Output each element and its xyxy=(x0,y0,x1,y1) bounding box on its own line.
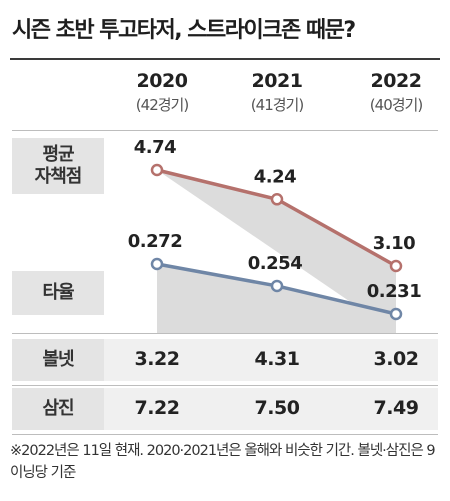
year-header-2020: 2020 (42경기) xyxy=(107,70,217,115)
row-label-strikeouts: 삼진 xyxy=(12,388,104,430)
year-label: 2020 xyxy=(136,70,188,92)
batting-avg-point-2020 xyxy=(150,257,164,271)
batting-avg-label-2022: 0.231 xyxy=(367,281,421,302)
row-label-era: 평균 자책점 xyxy=(12,138,104,194)
games-label: (42경기) xyxy=(135,96,189,114)
era-point-2021 xyxy=(270,193,284,206)
batting-avg-point-2021 xyxy=(270,279,284,293)
year-label: 2022 xyxy=(370,70,422,92)
title-divider xyxy=(10,58,440,60)
row-label-batting-avg: 타율 xyxy=(12,271,104,315)
chart-title: 시즌 초반 투고타저, 스트라이크존 때문? xyxy=(12,18,356,43)
batting-avg-label-2020: 0.272 xyxy=(128,231,182,252)
row-label-line: 자책점 xyxy=(34,166,83,187)
header-divider xyxy=(12,130,438,131)
batting-avg-label-2021: 0.254 xyxy=(248,253,302,274)
row-label-walks: 볼넷 xyxy=(12,339,104,381)
year-header-2022: 2022 (40경기) xyxy=(341,70,450,115)
footnote: ※2022년은 11일 현재. 2020·2021년은 올해와 비슷한 기간. … xyxy=(10,443,436,481)
walks-value-2021: 4.31 xyxy=(254,348,300,370)
era-point-2022 xyxy=(389,259,403,273)
row-label-line: 평균 xyxy=(42,144,74,166)
era-label-2020: 4.74 xyxy=(134,137,176,158)
games-label: (41경기) xyxy=(250,96,304,114)
table-bottom-divider xyxy=(12,434,438,435)
era-label-2022: 3.10 xyxy=(373,233,415,254)
games-label: (40경기) xyxy=(369,96,423,114)
strikeouts-value-2022: 7.49 xyxy=(373,397,419,419)
walks-value-2020: 3.22 xyxy=(134,348,180,370)
row-divider xyxy=(12,385,438,386)
strikeouts-value-2020: 7.22 xyxy=(134,397,180,419)
walks-value-2022: 3.02 xyxy=(373,348,419,370)
chart-divider xyxy=(12,333,438,334)
strikeouts-value-2021: 7.50 xyxy=(254,397,300,419)
year-label: 2021 xyxy=(251,70,303,92)
shaded-area-lower xyxy=(157,264,396,333)
era-label-2021: 4.24 xyxy=(254,166,296,187)
batting-avg-point-2022 xyxy=(389,307,403,321)
year-header-2021: 2021 (41경기) xyxy=(222,70,332,115)
era-point-2020 xyxy=(150,163,164,177)
